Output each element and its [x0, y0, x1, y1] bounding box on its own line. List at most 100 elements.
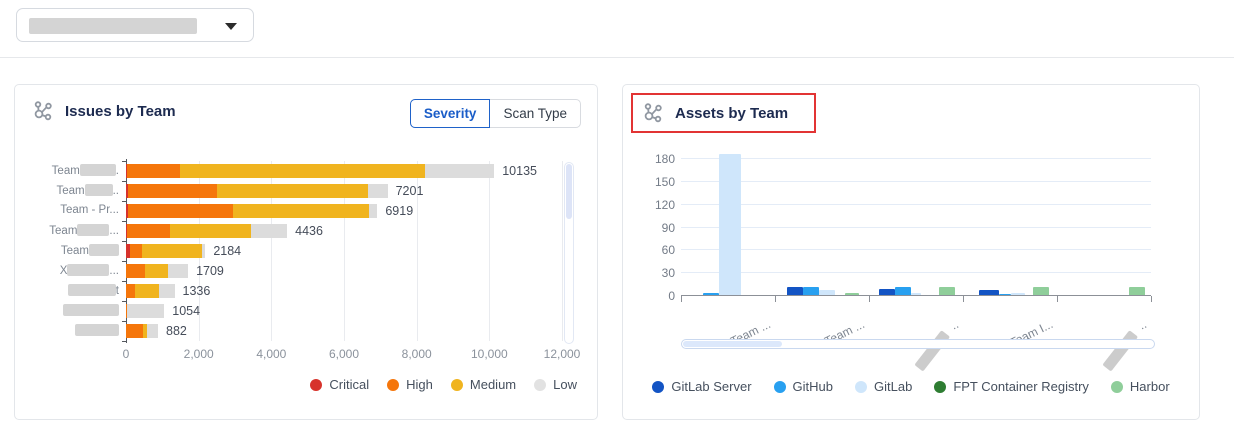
team-label: X... — [59, 264, 119, 277]
issues-bar-row: Team 2184 — [15, 241, 575, 261]
segment-medium[interactable] — [144, 264, 168, 278]
assets-chart-legend: GitLab Server GitHub GitLab FPT Container R… — [623, 379, 1199, 394]
segment-medium[interactable] — [141, 244, 202, 258]
segment-high[interactable] — [126, 304, 128, 318]
stacked-bar[interactable]: 6919 — [126, 204, 413, 218]
stacked-bar[interactable]: 2184 — [126, 244, 241, 258]
issues-bar-row: Team.. 7201 — [15, 181, 575, 201]
bar-server[interactable] — [879, 288, 895, 295]
segment-low[interactable] — [127, 304, 165, 318]
issues-bar-row: Team. 10135 — [15, 161, 575, 181]
bar-github[interactable] — [999, 294, 1011, 295]
asset-bar-group — [869, 151, 963, 295]
bar-total-value: 4436 — [295, 224, 323, 238]
segment-critical[interactable] — [126, 184, 128, 198]
stacked-bar[interactable]: 882 — [126, 324, 187, 338]
redacted-dropdown-value — [29, 18, 197, 34]
team-label: Team.. — [56, 184, 119, 197]
segment-low[interactable] — [167, 264, 189, 278]
red-highlight-annotation: Assets by Team — [631, 93, 817, 133]
stacked-bar[interactable]: 1054 — [126, 304, 200, 318]
segment-low[interactable] — [201, 244, 206, 258]
scan-type-toggle-button[interactable]: Scan Type — [489, 99, 581, 128]
legend-item-low[interactable]: Low — [534, 377, 577, 392]
redacted-text — [67, 284, 116, 296]
assets-chart-horizontal-scrollbar[interactable] — [681, 339, 1155, 349]
segment-critical[interactable] — [126, 204, 129, 218]
segment-high[interactable] — [127, 184, 217, 198]
bar-harbor[interactable] — [1033, 287, 1049, 295]
legend-item-gitlab[interactable]: GitLab — [855, 379, 912, 394]
segment-high[interactable] — [128, 204, 233, 218]
legend-item-server[interactable]: GitLab Server — [652, 379, 752, 394]
bar-harbor[interactable] — [1129, 286, 1145, 295]
stacked-bar[interactable]: 4436 — [126, 224, 323, 238]
segment-high[interactable] — [126, 324, 143, 338]
assets-card-header: Assets by Team — [631, 93, 817, 133]
scrollbar-thumb[interactable] — [566, 164, 572, 219]
redacted-text — [79, 164, 116, 176]
segment-low[interactable] — [424, 164, 495, 178]
bar-gitlab[interactable] — [719, 154, 741, 295]
segment-medium[interactable] — [135, 284, 159, 298]
redacted-text — [914, 330, 951, 372]
team-label: Team - Pr... — [60, 204, 119, 216]
segment-critical[interactable] — [126, 224, 128, 238]
segment-medium[interactable] — [216, 184, 369, 198]
team-cluster-icon — [644, 103, 662, 123]
segment-high[interactable] — [127, 224, 170, 238]
segment-medium[interactable] — [169, 224, 251, 238]
bar-gitlab[interactable] — [819, 289, 835, 295]
legend-label: Harbor — [1129, 379, 1170, 394]
legend-dot-high — [387, 378, 400, 391]
legend-dot-gitlab — [855, 380, 867, 393]
segment-critical[interactable] — [126, 244, 131, 258]
bar-harbor[interactable] — [939, 287, 955, 295]
segment-low[interactable] — [147, 324, 159, 338]
legend-item-fpt[interactable]: FPT Container Registry — [934, 379, 1089, 394]
segment-high[interactable] — [126, 264, 145, 278]
legend-item-high[interactable]: High — [387, 377, 433, 392]
redacted-text — [63, 304, 119, 316]
bar-server[interactable] — [787, 286, 803, 295]
bar-github[interactable] — [703, 293, 719, 295]
bar-github[interactable] — [803, 286, 819, 295]
stacked-bar[interactable]: 10135 — [126, 164, 537, 178]
stacked-bar[interactable]: 1336 — [126, 284, 210, 298]
legend-item-github[interactable]: GitHub — [773, 379, 833, 394]
legend-dot-low — [534, 378, 547, 391]
top-filter-bar — [0, 0, 1234, 58]
redacted-text — [77, 224, 110, 236]
segment-medium[interactable] — [232, 204, 370, 218]
legend-item-medium[interactable]: Medium — [450, 377, 516, 392]
stacked-bar[interactable]: 1709 — [126, 264, 224, 278]
segment-high[interactable] — [127, 164, 181, 178]
issues-chart-vertical-scrollbar[interactable] — [564, 162, 574, 344]
segment-low[interactable] — [369, 204, 378, 218]
segment-high[interactable] — [130, 244, 142, 258]
bar-server[interactable] — [979, 289, 999, 295]
severity-toggle-button[interactable]: Severity — [409, 99, 491, 128]
bar-harbor[interactable] — [845, 293, 859, 295]
legend-item-harbor[interactable]: Harbor — [1110, 379, 1170, 394]
team-label — [15, 304, 119, 317]
team-filter-dropdown[interactable] — [16, 8, 254, 42]
segment-low[interactable] — [250, 224, 288, 238]
bar-gitlab[interactable] — [1011, 293, 1025, 295]
legend-label: GitLab Server — [671, 379, 752, 394]
segment-medium[interactable] — [142, 324, 148, 338]
segment-medium[interactable] — [180, 164, 425, 178]
scrollbar-thumb[interactable] — [683, 341, 783, 347]
y-axis-tick-label: 30 — [661, 266, 675, 281]
segment-low[interactable] — [158, 284, 175, 298]
bar-total-value: 10135 — [502, 164, 537, 178]
stacked-bar[interactable]: 7201 — [126, 184, 423, 198]
legend-item-critical[interactable]: Critical — [310, 377, 369, 392]
segment-critical[interactable] — [126, 164, 128, 178]
redacted-text — [84, 184, 113, 196]
x-axis-tick-label: 4,000 — [256, 347, 287, 361]
bar-github[interactable] — [895, 287, 911, 295]
bar-gitlab[interactable] — [911, 293, 921, 295]
segment-low[interactable] — [368, 184, 388, 198]
segment-high[interactable] — [126, 284, 136, 298]
